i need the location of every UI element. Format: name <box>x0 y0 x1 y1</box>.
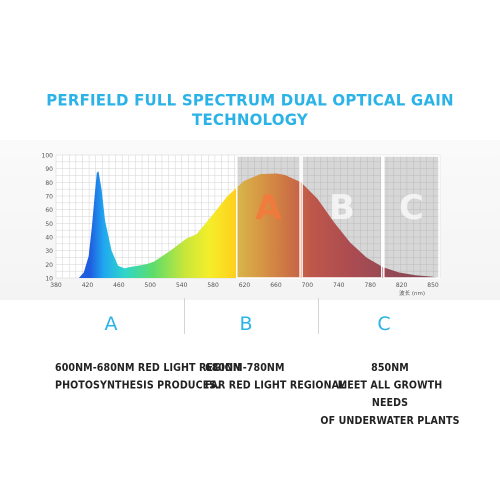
section-divider-1 <box>184 298 185 334</box>
region-c-box <box>383 155 440 279</box>
y-tick-label: 50 <box>45 221 53 228</box>
x-tick-label: 740 <box>333 282 345 289</box>
spectrum-chart: A B C 10 20 30 40 50 60 70 80 90 100 380 420 460 500 540… <box>42 153 441 298</box>
y-tick-label: 40 <box>45 235 53 242</box>
y-tick-label: 60 <box>45 207 53 214</box>
section-c-line3: OF UNDERWATER PLANTS <box>320 415 460 428</box>
section-a-description: 600NM-680NM RED LIGHT REGION PHOTOSYNTHE… <box>55 360 241 395</box>
x-tick-label: 580 <box>207 282 219 289</box>
region-a-box <box>235 155 301 279</box>
x-tick-label: 780 <box>364 282 376 289</box>
x-tick-label: 380 <box>50 282 62 289</box>
section-c-line1: 850NM <box>371 362 409 375</box>
section-a-line1: 600NM-680NM RED LIGHT REGION <box>55 362 241 375</box>
page-title: PERFIELD FULL SPECTRUM DUAL OPTICAL GAIN… <box>46 90 454 130</box>
section-c-line2: MEET ALL GROWTH NEEDS <box>337 379 443 410</box>
x-tick-label: 540 <box>176 282 188 289</box>
section-divider-2 <box>318 298 319 334</box>
y-tick-label: 10 <box>45 276 53 283</box>
section-a-letter: A <box>104 313 118 335</box>
chart-axes: 10 20 30 40 50 60 70 80 90 100 380 420 460 500 540 580 6… <box>42 153 439 298</box>
section-b-description: 680NM-780NM FAR RED LIGHT REGIONAL <box>205 360 345 395</box>
region-b-label: B <box>329 188 355 228</box>
x-tick-label: 500 <box>145 282 157 289</box>
region-b-box <box>301 155 383 279</box>
section-b-line2: FAR RED LIGHT REGIONAL <box>205 379 346 392</box>
x-tick-label: 620 <box>239 282 251 289</box>
section-c-description: 850NM MEET ALL GROWTH NEEDS OF UNDERWATE… <box>320 360 460 430</box>
x-tick-label: 660 <box>270 282 282 289</box>
y-tick-label: 90 <box>45 166 53 173</box>
x-tick-label: 420 <box>82 282 94 289</box>
y-tick-label: 100 <box>42 153 54 160</box>
x-tick-label: 460 <box>113 282 125 289</box>
section-c-letter: C <box>377 313 391 335</box>
x-axis-label: 波长 (nm) <box>399 289 425 297</box>
region-overlays: A B C <box>235 155 440 279</box>
section-b-line1: 680NM-780NM <box>205 362 285 375</box>
y-tick-label: 70 <box>45 194 53 201</box>
y-tick-label: 30 <box>45 248 53 255</box>
x-tick-label: 820 <box>396 282 408 289</box>
x-tick-label: 850 <box>427 282 439 289</box>
spectrum-area-group <box>56 171 440 278</box>
region-a-label: A <box>255 188 282 228</box>
y-tick-label: 20 <box>45 262 53 269</box>
y-tick-label: 80 <box>45 180 53 187</box>
x-tick-label: 700 <box>302 282 314 289</box>
section-b-letter: B <box>239 313 253 335</box>
section-a-line2: PHOTOSYNTHESIS PRODUCES. <box>55 379 220 392</box>
region-c-label: C <box>399 188 424 228</box>
spectrum-area <box>56 171 440 278</box>
